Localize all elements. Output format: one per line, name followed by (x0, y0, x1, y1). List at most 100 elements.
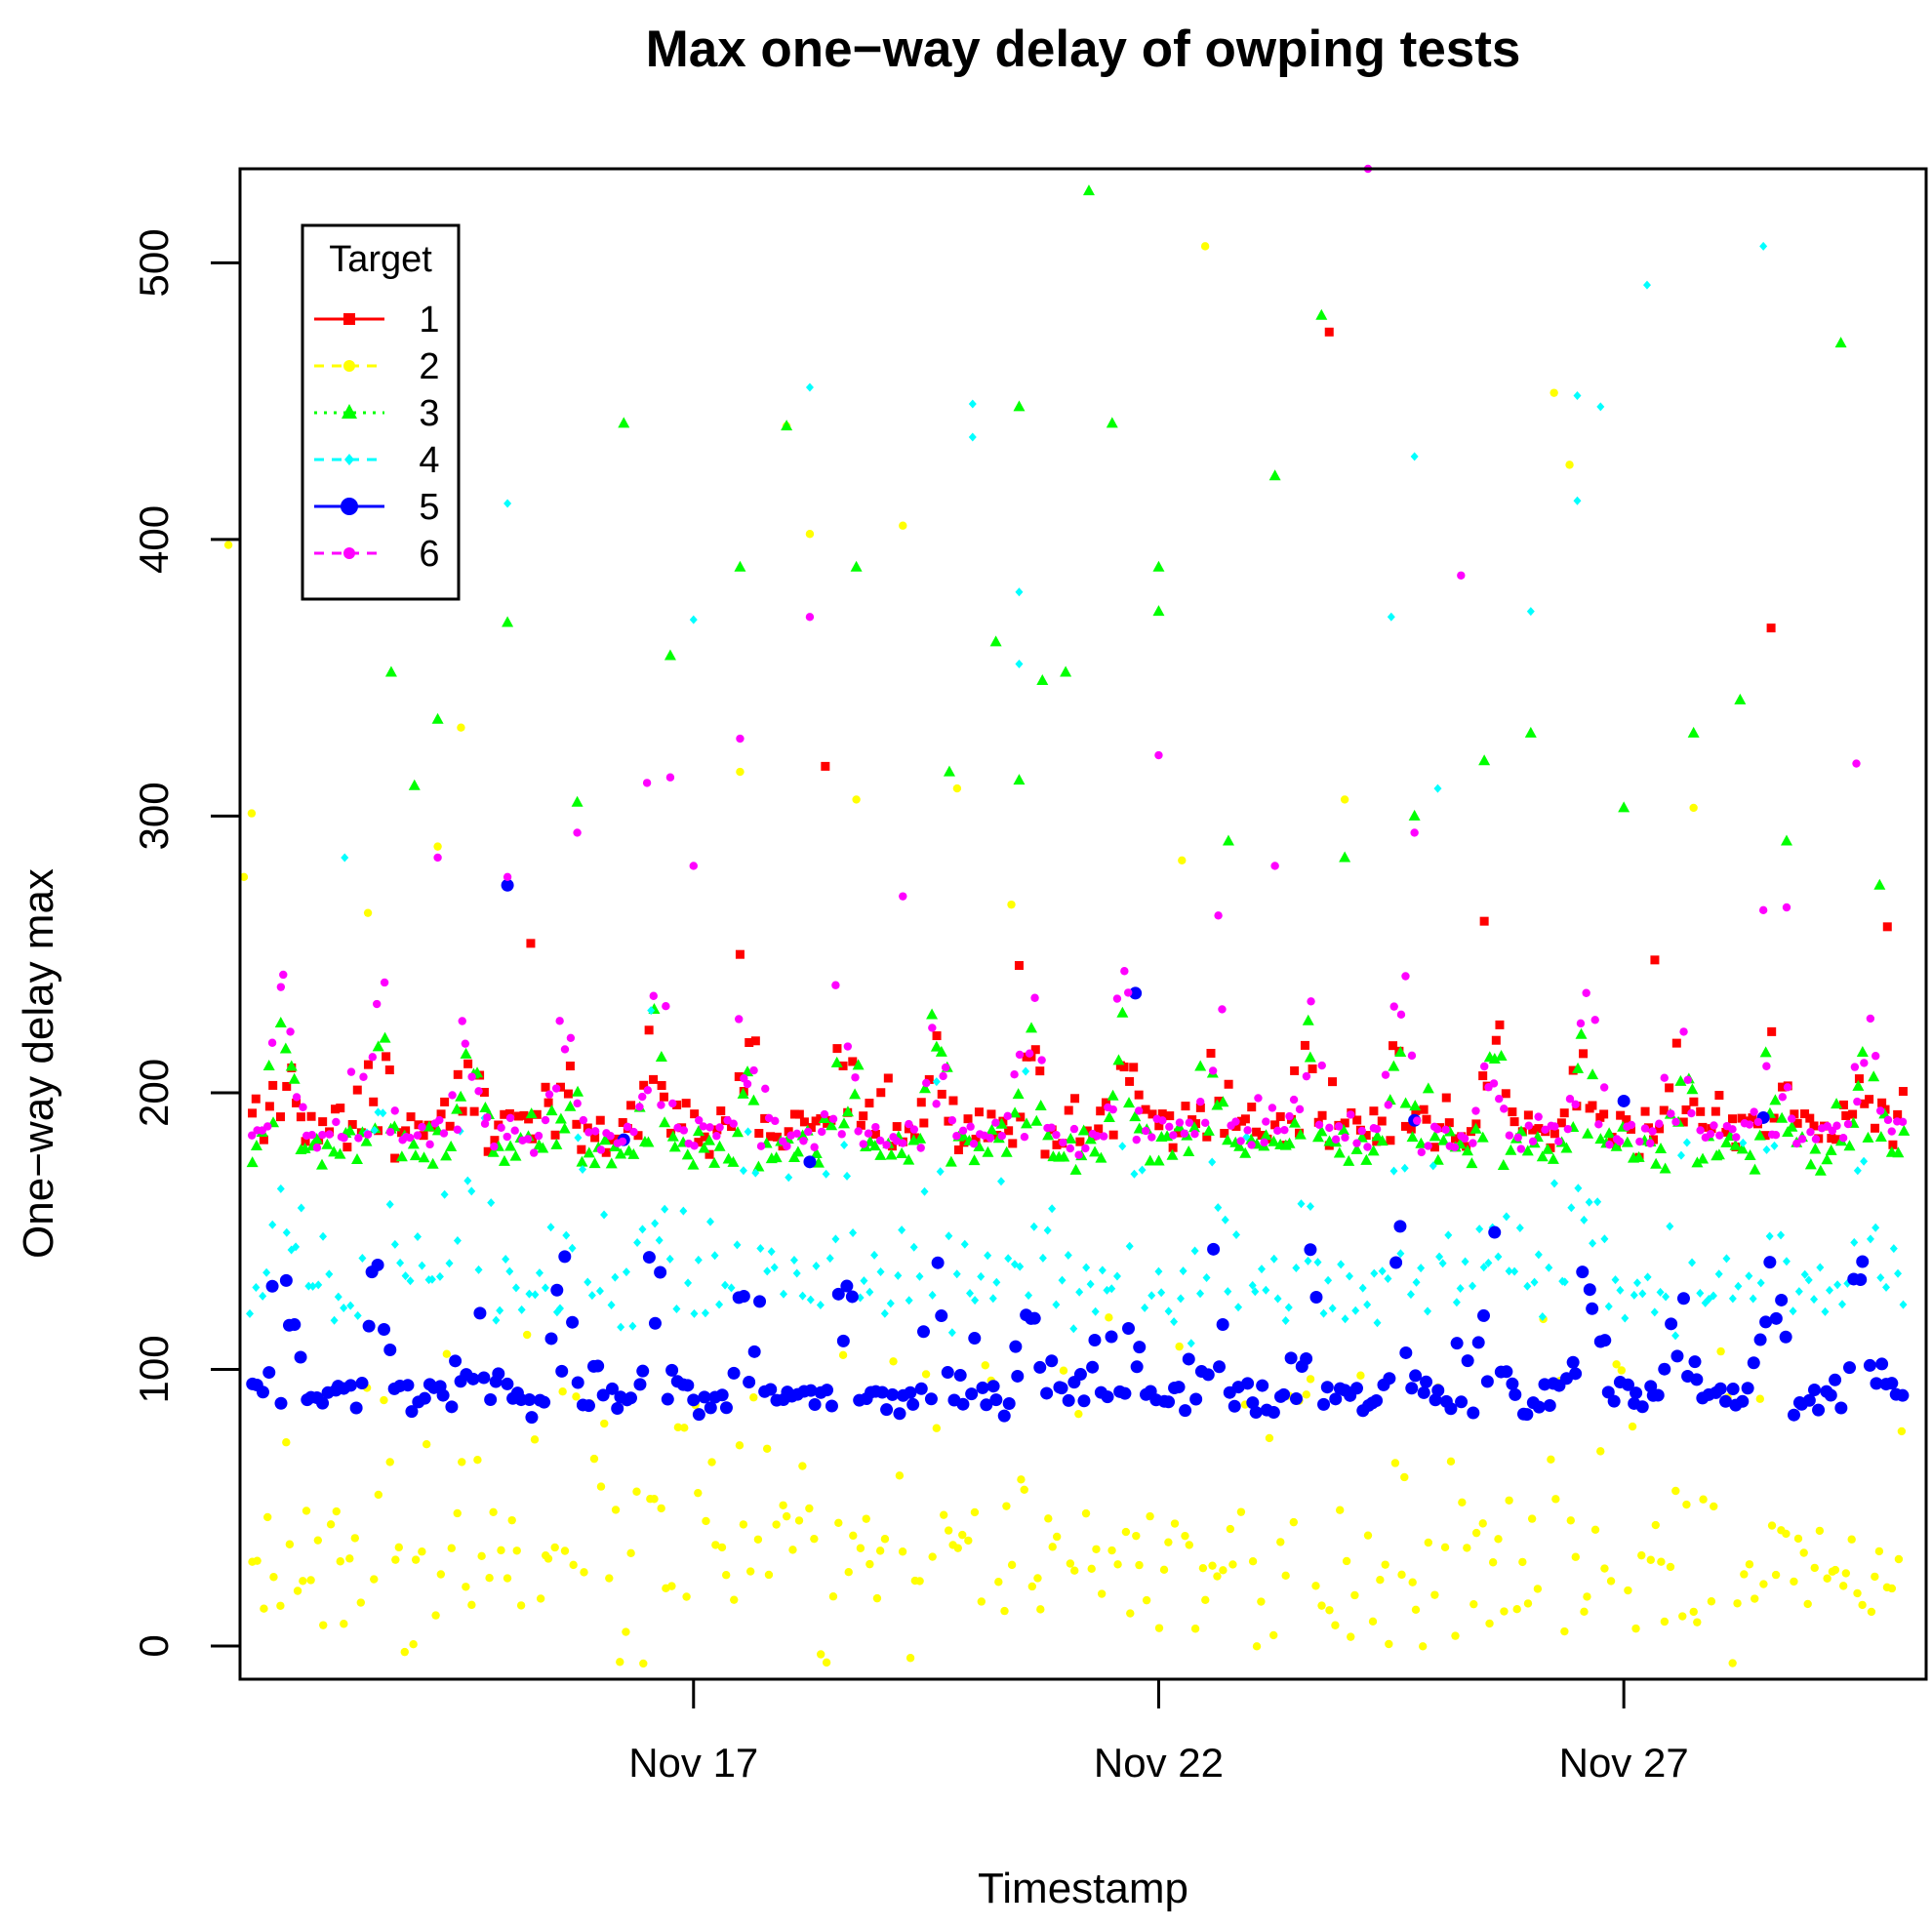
series-2-point (1451, 1631, 1460, 1640)
series-2-point (1583, 1592, 1591, 1601)
series-4-point (1816, 1263, 1825, 1272)
series-2-point (411, 1555, 421, 1564)
series-3-point (731, 1126, 744, 1138)
series-5-point (1520, 1408, 1534, 1422)
series-1-point (595, 1115, 605, 1125)
series-6-point (1120, 967, 1129, 976)
series-5-point (1162, 1395, 1176, 1409)
series-1-point (406, 1112, 416, 1122)
series-2-point (263, 1512, 272, 1522)
series-6-point (448, 1091, 457, 1100)
series-5-point (1896, 1388, 1910, 1402)
legend-label-3: 3 (419, 393, 439, 434)
series-2-point (1463, 1544, 1471, 1552)
series-5-point (1576, 1265, 1590, 1279)
series-6-point (1169, 1131, 1178, 1140)
series-2-point (616, 1658, 624, 1667)
series-4-point (1638, 1289, 1647, 1299)
series-5-point (1130, 1360, 1144, 1374)
series-3-point (605, 1157, 618, 1169)
series-4-point (1676, 1150, 1685, 1160)
series-2-point (1858, 1600, 1867, 1610)
series-2-point (319, 1621, 328, 1629)
series-4-point (1224, 1287, 1232, 1297)
series-2-point (1408, 1578, 1417, 1587)
series-1-point (347, 1119, 357, 1129)
series-4-point (1872, 1223, 1880, 1232)
series-6-point (1158, 1116, 1167, 1125)
series-3-point (1013, 400, 1026, 412)
series-4-point (628, 1321, 637, 1331)
series-2-point (1081, 1508, 1091, 1518)
series-2-point (694, 1488, 703, 1498)
series-3-point (698, 1142, 710, 1153)
series-2-point (485, 1574, 494, 1583)
series-2-point (1268, 1630, 1278, 1640)
series-3-point (1431, 1153, 1444, 1165)
series-3-point (576, 1155, 588, 1167)
series-1-point (1270, 1120, 1280, 1130)
series-1-point (1888, 1140, 1898, 1149)
series-5-point (1420, 1375, 1433, 1388)
series-3-point (1734, 693, 1747, 704)
series-6-point (332, 1117, 341, 1127)
series-4-point (358, 1253, 367, 1263)
series-6-point (373, 999, 382, 1009)
series-5-point (692, 1408, 705, 1422)
series-5-point (941, 1366, 954, 1380)
series-6-point (1599, 1083, 1609, 1092)
series-6-point (1875, 1106, 1885, 1115)
series-4-point (568, 1243, 577, 1253)
series-6-point (1352, 1139, 1361, 1147)
series-4-point (1604, 1302, 1613, 1311)
series-5-point (555, 1364, 569, 1378)
series-3-point (1809, 1143, 1822, 1154)
series-2-point (1440, 1543, 1450, 1552)
series-5-point (753, 1295, 767, 1308)
series-2-point (516, 1601, 526, 1610)
series-3-point (310, 1133, 323, 1145)
series-6-point (1872, 1052, 1880, 1061)
series-4-point (1534, 1250, 1543, 1260)
series-2-point (1617, 1366, 1627, 1375)
series-1-point (1696, 1106, 1706, 1116)
series-1-point (342, 1143, 352, 1152)
series-6-point (735, 1015, 744, 1024)
series-4-point (1417, 1264, 1426, 1273)
series-1-point (331, 1105, 341, 1114)
series-3-point (1686, 1083, 1699, 1095)
series-2-point (1628, 1422, 1637, 1431)
series-5-point (349, 1401, 363, 1415)
series-6-point (882, 1141, 891, 1149)
series-3-point (1632, 1150, 1645, 1162)
series-5-point (1812, 1403, 1826, 1417)
series-2-point (1458, 1498, 1467, 1507)
series-3-point (315, 1158, 328, 1170)
series-2-point (1178, 856, 1187, 864)
series-5-point (1635, 1400, 1649, 1414)
series-2-point (939, 1510, 948, 1519)
series-1-point (974, 1107, 984, 1117)
series-6-point (1132, 1135, 1141, 1145)
series-6-point (1260, 1138, 1268, 1147)
series-6-point (905, 1119, 913, 1129)
series-1-point (1827, 1134, 1836, 1144)
legend-marker-5 (341, 498, 358, 515)
series-3-point (1222, 834, 1234, 846)
series-4-point (304, 1281, 313, 1291)
series-2-point (332, 1506, 341, 1516)
series-3-point (1058, 1150, 1070, 1162)
series-3-point (849, 1088, 862, 1100)
series-6-point (1679, 1027, 1688, 1036)
series-3-point (1406, 1131, 1419, 1143)
x-axis: Nov 17 Nov 22 Nov 27 (628, 1679, 1689, 1786)
series-5-point (1471, 1336, 1485, 1349)
series-2-point (293, 1587, 302, 1595)
series-6-point (1853, 1097, 1862, 1106)
series-6-point (1099, 1132, 1108, 1141)
series-5-point (1617, 1094, 1630, 1107)
series-1-point (1035, 1066, 1045, 1076)
series-3-point (1315, 308, 1328, 320)
series-3-point (1103, 1110, 1115, 1122)
